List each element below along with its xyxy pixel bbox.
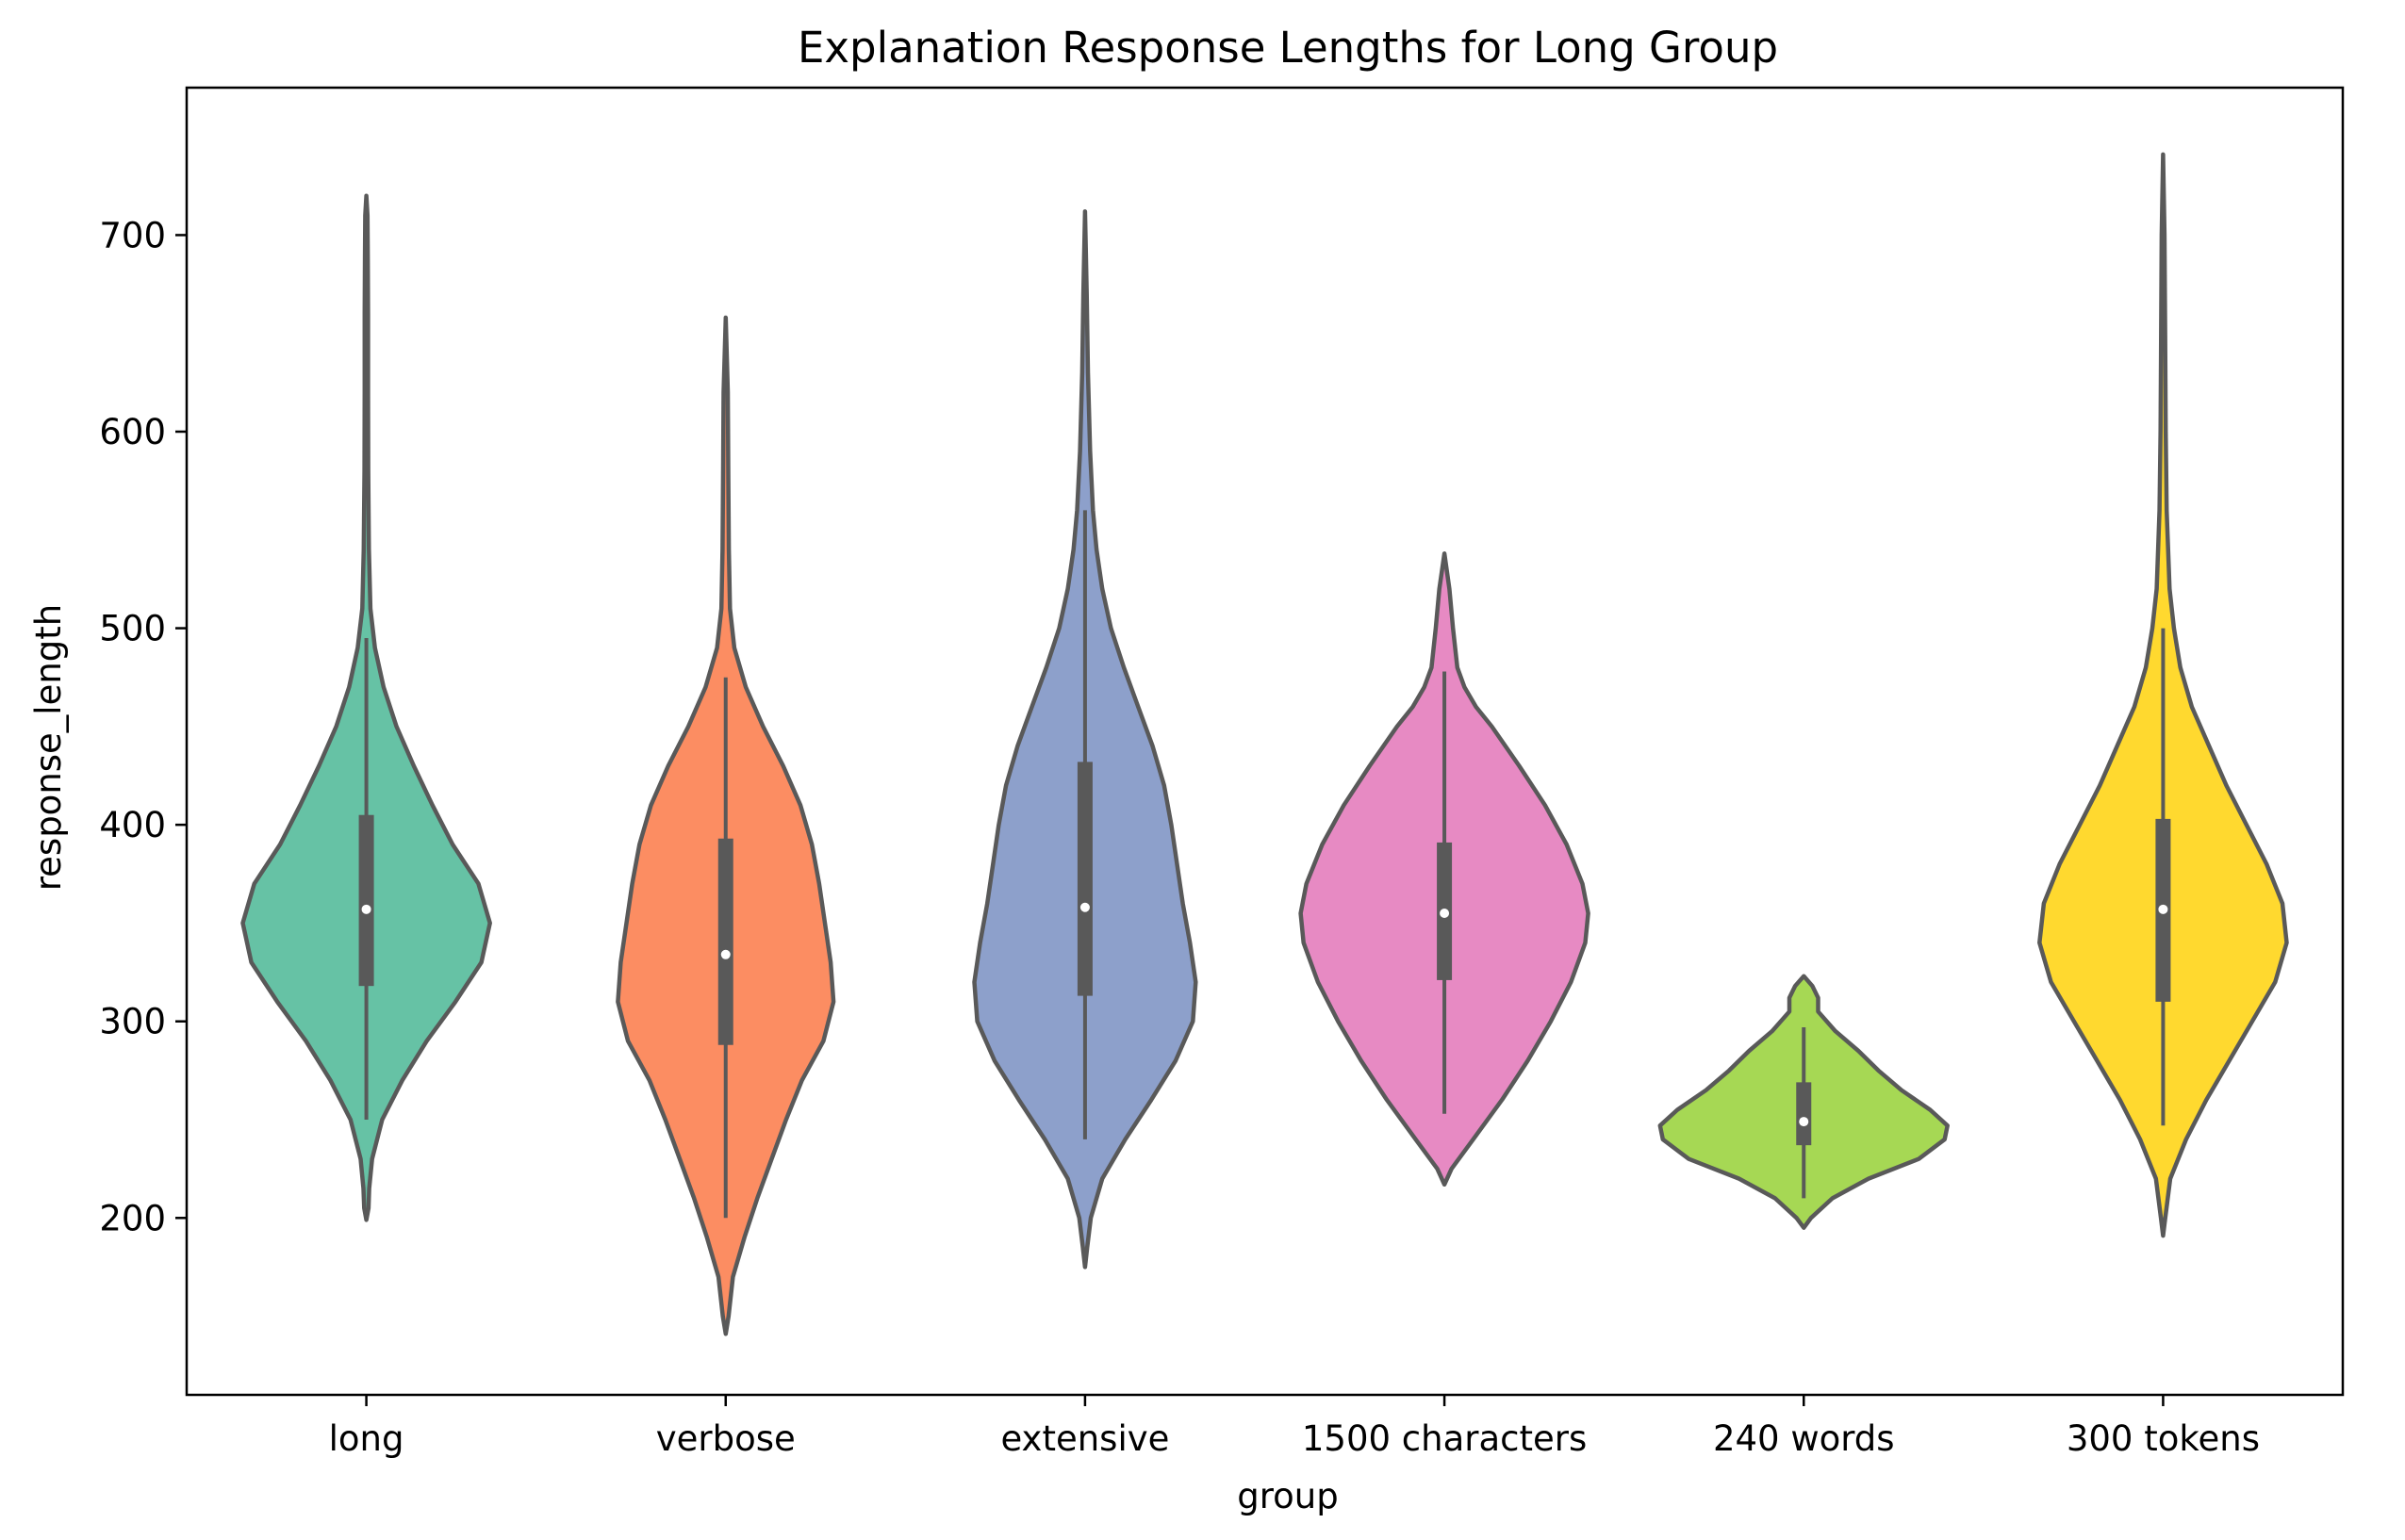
median-marker xyxy=(361,904,371,914)
y-tick-label: 600 xyxy=(99,412,166,452)
chart-title: Explanation Response Lengths for Long Gr… xyxy=(798,23,1778,73)
x-tick-label: long xyxy=(329,1418,404,1459)
iqr-box xyxy=(1077,762,1093,996)
y-tick-label: 200 xyxy=(99,1198,166,1238)
x-axis-label: group xyxy=(1237,1476,1338,1516)
plot-frame xyxy=(185,86,2345,1397)
violin-240-words xyxy=(1657,974,1950,1230)
y-tick-label: 400 xyxy=(99,805,166,845)
iqr-box xyxy=(717,838,733,1045)
median-marker xyxy=(1079,902,1090,912)
violin-verbose xyxy=(616,315,836,1336)
iqr-box xyxy=(358,814,374,987)
violin-long xyxy=(240,193,492,1222)
x-tick-label: 300 tokens xyxy=(2067,1418,2260,1459)
x-tick-label: 240 words xyxy=(1713,1418,1895,1459)
axes: 200 300 400 500 600 700 long verbose extensive 15… xyxy=(99,86,2345,1459)
iqr-box xyxy=(1796,1082,1812,1146)
median-marker xyxy=(1799,1117,1809,1127)
y-tick-label: 700 xyxy=(99,215,166,255)
median-marker xyxy=(2158,904,2168,914)
y-tick-label: 300 xyxy=(99,1002,166,1042)
violin-extensive xyxy=(972,209,1198,1270)
violin-1500-characters xyxy=(1298,551,1590,1188)
plot-area xyxy=(240,152,2289,1336)
x-tick-label: 1500 characters xyxy=(1302,1418,1587,1459)
y-tick-label: 500 xyxy=(99,609,166,649)
median-marker xyxy=(720,949,731,959)
x-tick-label: extensive xyxy=(1000,1418,1169,1459)
median-marker xyxy=(1440,909,1450,918)
violin-300-tokens xyxy=(2037,152,2289,1238)
y-axis-label: response_length xyxy=(28,604,69,892)
x-tick-label: verbose xyxy=(656,1418,796,1459)
